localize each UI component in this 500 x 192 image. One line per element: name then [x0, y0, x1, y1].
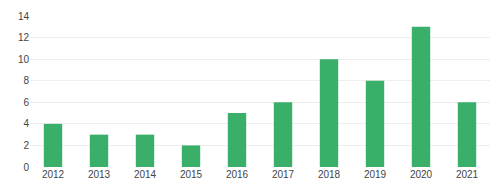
- svg-text:2015: 2015: [180, 169, 203, 180]
- svg-text:0: 0: [23, 162, 29, 173]
- svg-text:4: 4: [23, 118, 29, 129]
- svg-text:2014: 2014: [134, 169, 157, 180]
- svg-text:14: 14: [18, 11, 30, 22]
- svg-text:2: 2: [23, 140, 29, 151]
- svg-text:2016: 2016: [226, 169, 249, 180]
- svg-text:6: 6: [23, 97, 29, 108]
- svg-text:2018: 2018: [318, 169, 341, 180]
- svg-text:2017: 2017: [272, 169, 295, 180]
- svg-text:2020: 2020: [410, 169, 433, 180]
- svg-text:8: 8: [23, 75, 29, 86]
- svg-text:2012: 2012: [42, 169, 65, 180]
- svg-text:2019: 2019: [364, 169, 387, 180]
- svg-text:12: 12: [18, 32, 30, 43]
- svg-text:10: 10: [18, 54, 30, 65]
- svg-text:2013: 2013: [88, 169, 111, 180]
- svg-text:2021: 2021: [456, 169, 479, 180]
